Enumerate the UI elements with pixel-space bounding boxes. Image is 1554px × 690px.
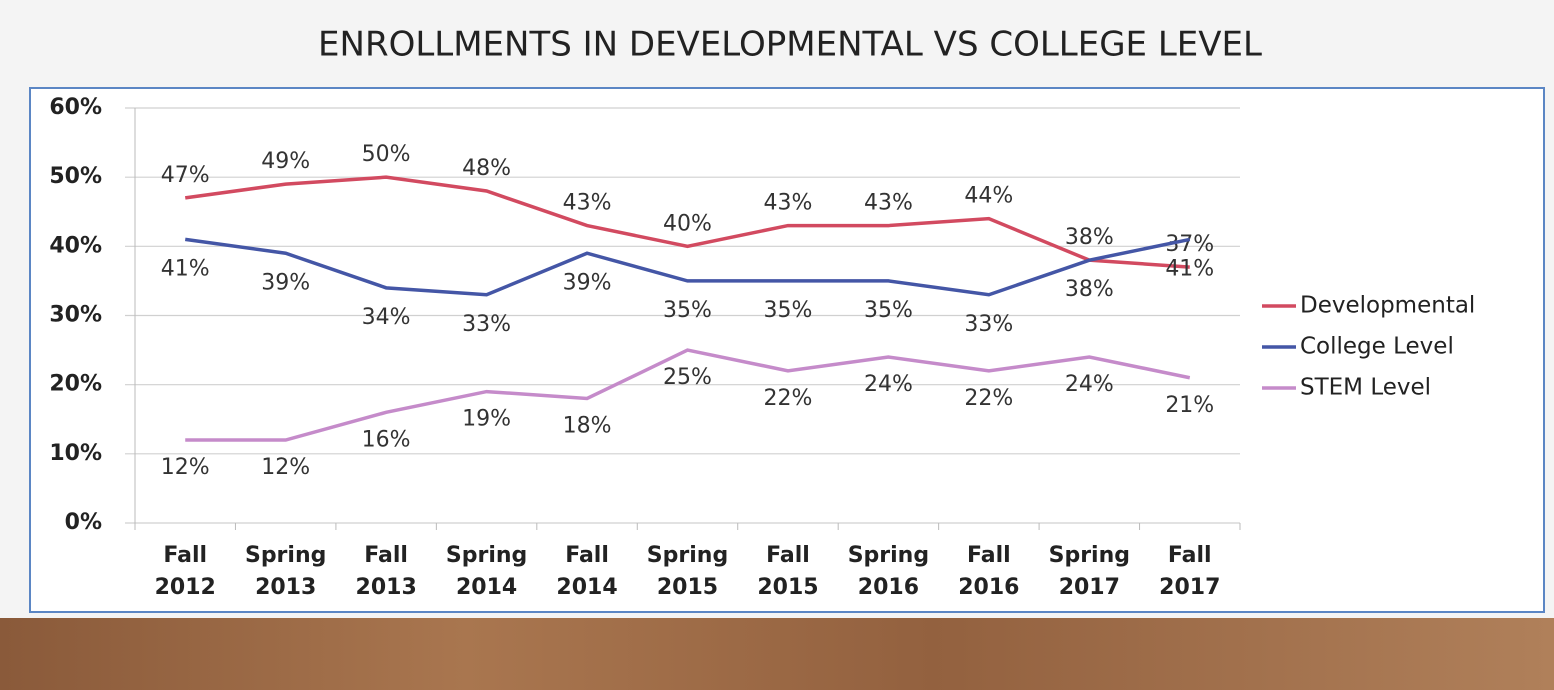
y-tick-label: 60% [49, 95, 102, 120]
legend-label: Developmental [1300, 293, 1475, 319]
data-label: 41% [1165, 256, 1214, 281]
legend-label: STEM Level [1300, 375, 1431, 401]
data-label: 21% [1165, 393, 1214, 418]
floor [0, 618, 1554, 690]
data-label: 33% [462, 312, 511, 337]
data-label: 34% [362, 305, 411, 330]
data-label: 12% [161, 455, 210, 480]
data-label: 48% [462, 156, 511, 181]
y-tick-label: 50% [49, 164, 102, 189]
data-label: 44% [964, 184, 1013, 209]
legend-label: College Level [1300, 334, 1454, 360]
data-label: 35% [663, 298, 712, 323]
y-tick-label: 20% [49, 372, 102, 397]
data-label: 18% [563, 414, 612, 439]
data-label: 38% [1065, 225, 1114, 250]
data-label: 43% [563, 191, 612, 216]
data-label: 35% [864, 298, 913, 323]
data-label: 33% [964, 312, 1013, 337]
data-label: 22% [964, 386, 1013, 411]
data-label: 22% [764, 386, 813, 411]
y-tick-label: 10% [49, 441, 102, 466]
data-label: 16% [362, 427, 411, 452]
data-label: 50% [362, 142, 411, 167]
y-tick-label: 0% [65, 510, 102, 535]
data-label: 24% [1065, 372, 1114, 397]
data-label: 39% [261, 270, 310, 295]
data-label: 19% [462, 407, 511, 432]
data-label: 49% [261, 149, 310, 174]
data-label: 39% [563, 270, 612, 295]
data-label: 43% [764, 191, 813, 216]
data-label: 47% [161, 163, 210, 188]
data-label: 25% [663, 365, 712, 390]
chart-title: ENROLLMENTS IN DEVELOPMENTAL VS COLLEGE … [318, 25, 1262, 65]
data-label: 24% [864, 372, 913, 397]
data-label: 35% [764, 298, 813, 323]
slide: ENROLLMENTS IN DEVELOPMENTAL VS COLLEGE … [0, 0, 1554, 690]
data-label: 12% [261, 455, 310, 480]
page: {"chart_data": {"type": "line", "title":… [0, 0, 1554, 690]
data-label: 41% [161, 256, 210, 281]
y-tick-label: 40% [49, 233, 102, 258]
data-label: 40% [663, 211, 712, 236]
data-label: 43% [864, 191, 913, 216]
y-tick-label: 30% [49, 303, 102, 328]
data-label: 38% [1065, 277, 1114, 302]
